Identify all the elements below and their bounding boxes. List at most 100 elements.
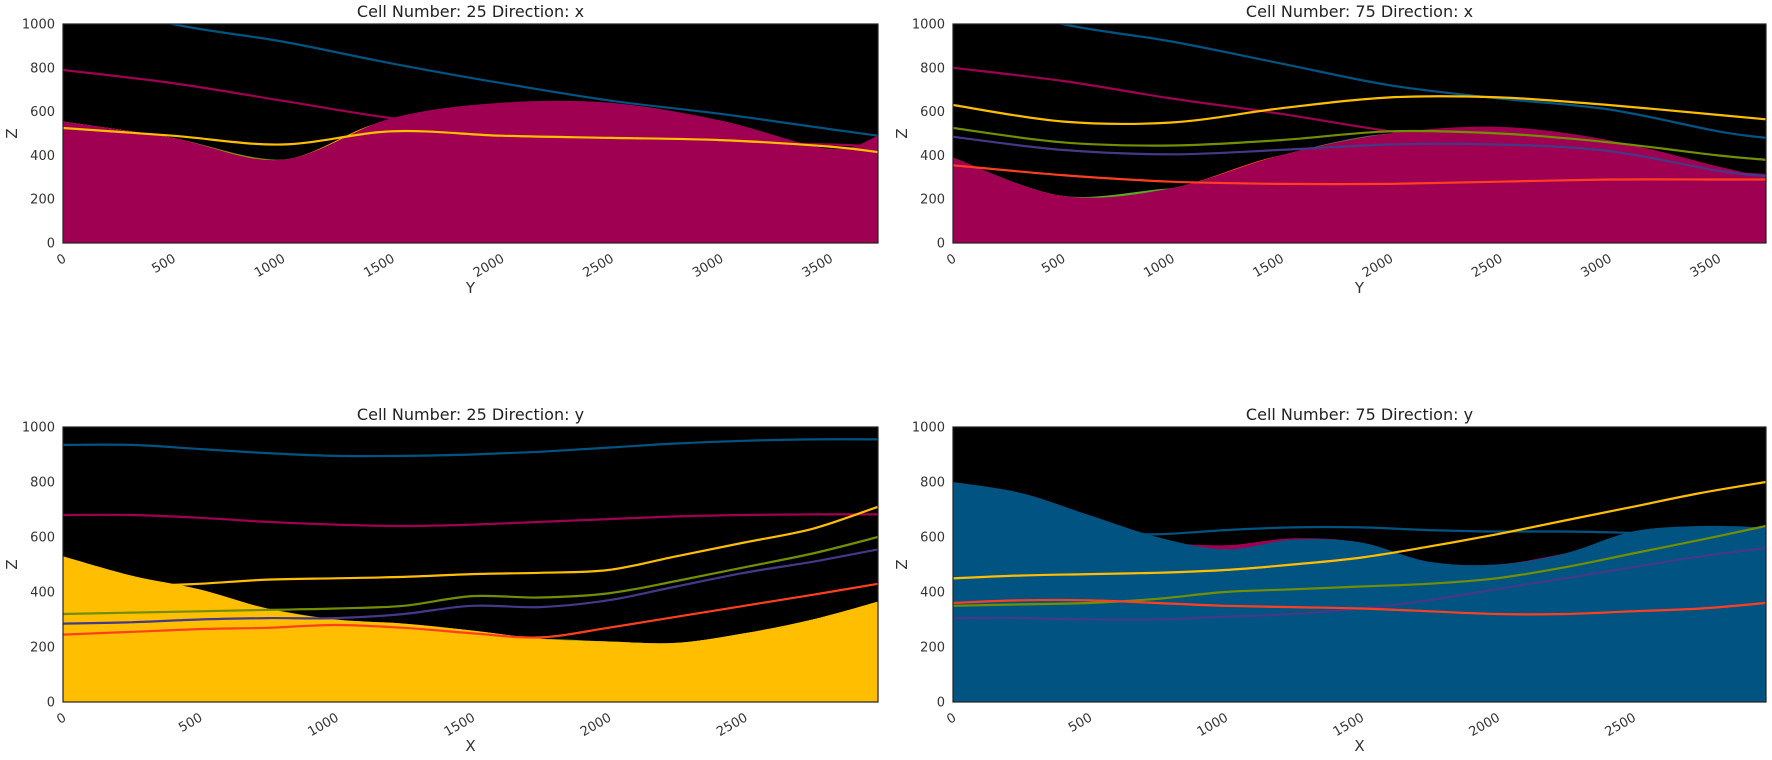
contact-line [63,505,878,591]
x-tick-label: 500 [1039,251,1068,276]
x-tick-labels: 0 500 1000 1500 2000 2500 3000 3500 [944,251,1724,281]
x-tick-label: 3000 [1578,251,1614,281]
x-tick-label: 1500 [1251,251,1287,281]
panel-cell25-x: Cell Number: 25 Direction: x Y Z 0 500 100… [3,2,879,297]
plot-frame [62,426,879,703]
contact-line [953,480,1766,580]
y-tick-label: 200 [920,193,945,208]
y-tick-label: 1000 [912,18,945,33]
y-tick-label: 600 [30,105,55,120]
x-tick-label: 2500 [714,710,750,740]
y-axis-label: Z [3,559,21,569]
x-tick-label: 1500 [1331,710,1367,740]
x-axis-label: X [465,737,475,755]
contact-line [63,548,878,625]
x-tick-label: 3000 [690,251,726,281]
contact-line [63,535,878,616]
x-tick-label: 1000 [252,251,288,281]
x-tick-label: 2500 [1469,251,1505,281]
contact-line [953,135,1766,178]
x-tick-label: 3500 [1688,251,1724,281]
y-tick-label: 600 [30,531,55,546]
x-tick-labels: 0 500 1000 1500 2000 2500 [944,710,1638,740]
x-tick-label: 2000 [471,251,507,281]
y-tick-label: 600 [920,105,945,120]
panel-cell25-y: Cell Number: 25 Direction: y X Z 0 500 100… [3,405,879,755]
contact-line [953,164,1766,186]
contact-line [1057,24,1766,139]
plot-area [63,427,878,702]
y-tick-labels: 0 200 400 600 800 1000 [912,18,945,252]
panel-title: Cell Number: 75 Direction: x [1246,2,1473,21]
y-tick-labels: 0 200 400 600 800 1000 [912,421,945,711]
contact-line [953,126,1766,161]
x-tick-label: 500 [149,251,178,276]
contact-line [167,24,878,137]
x-tick-label: 1000 [1195,710,1231,740]
x-tick-label: 2500 [1603,710,1639,740]
x-tick-label: 0 [54,251,69,268]
y-tick-label: 200 [30,641,55,656]
y-tick-label: 1000 [912,421,945,436]
y-tick-label: 600 [920,531,945,546]
y-tick-label: 1000 [22,421,55,436]
x-tick-label: 2000 [1360,251,1396,281]
plot-area [63,24,878,243]
panel-title: Cell Number: 25 Direction: y [357,405,584,424]
plot-frame [952,426,1767,703]
x-axis-label: Y [1354,279,1365,297]
x-tick-labels: 0 500 1000 1500 2000 2500 3000 3500 [54,251,835,281]
panel-cell75-x: Cell Number: 75 Direction: x Y Z 0 500 100… [893,2,1767,297]
y-tick-label: 1000 [22,18,55,33]
x-axis-label: Y [465,279,476,297]
x-tick-label: 2000 [1467,710,1503,740]
unit-region [953,482,1766,702]
y-tick-label: 800 [30,476,55,491]
x-tick-label: 0 [54,710,69,727]
y-tick-label: 200 [920,641,945,656]
plot-frame [952,23,1767,244]
x-tick-label: 2000 [578,710,614,740]
x-tick-label: 1000 [305,710,341,740]
x-axis-label: X [1354,737,1364,755]
y-axis-label: Z [893,559,911,569]
contact-line [63,126,878,154]
x-tick-label: 0 [944,251,959,268]
y-axis-label: Z [3,128,21,138]
y-tick-labels: 0 200 400 600 800 1000 [22,18,55,252]
y-tick-label: 200 [30,193,55,208]
contact-line [953,598,1766,616]
x-tick-label: 2500 [581,251,617,281]
y-tick-label: 0 [937,237,945,252]
x-tick-label: 500 [1066,710,1095,735]
x-tick-label: 1500 [361,251,397,281]
x-tick-label: 1000 [1141,251,1177,281]
contact-line [63,438,878,458]
y-tick-label: 800 [920,61,945,76]
contact-line [953,524,1766,607]
contact-line [63,513,878,528]
x-tick-label: 3500 [800,251,836,281]
y-tick-label: 400 [30,149,55,164]
y-tick-label: 800 [30,61,55,76]
plot-area [953,427,1766,702]
panel-cell75-y: Cell Number: 75 Direction: y X Z 0 500 100… [893,405,1767,755]
y-tick-label: 400 [920,586,945,601]
contact-line [953,525,1766,539]
x-tick-label: 0 [944,710,959,727]
y-tick-labels: 0 200 400 600 800 1000 [22,421,55,711]
y-tick-label: 800 [920,476,945,491]
y-tick-label: 0 [47,696,55,711]
y-axis-label: Z [893,128,911,138]
y-tick-label: 400 [30,586,55,601]
x-tick-labels: 0 500 1000 1500 2000 2500 [54,710,750,740]
y-tick-label: 400 [920,149,945,164]
plot-frame [62,23,879,244]
y-tick-label: 0 [47,237,55,252]
unit-region [63,556,878,702]
contact-line [953,95,1766,126]
panel-title: Cell Number: 25 Direction: x [357,2,584,21]
unit-region [63,100,878,243]
contact-line [63,582,878,639]
